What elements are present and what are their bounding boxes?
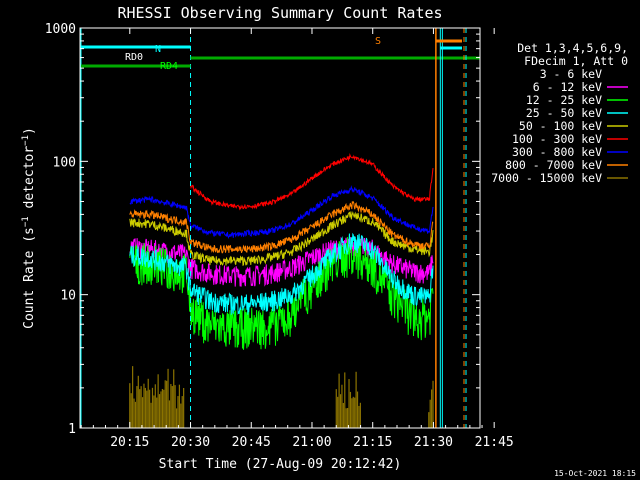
legend-label: 7000 - 15000 keV	[491, 171, 602, 185]
legend-label: 800 - 7000 keV	[505, 158, 602, 172]
legend-label: 25 - 50 keV	[526, 106, 602, 120]
flag-overlays	[80, 28, 480, 428]
series-lines	[129, 153, 434, 350]
y-tick-label: 1000	[45, 22, 76, 37]
annotation-rd4: RD4	[160, 61, 178, 72]
y-axis-label-end: )	[22, 127, 37, 135]
plot-frame	[79, 27, 481, 429]
y-tick-label: 10	[60, 289, 76, 304]
x-tick-label: 21:30	[414, 435, 453, 450]
series-line-1	[129, 236, 434, 287]
legend-label: 6 - 12 keV	[533, 80, 602, 94]
series-line-5	[190, 153, 434, 211]
y-tick-label: 100	[53, 155, 76, 170]
x-tick-label: 20:30	[171, 435, 210, 450]
y-axis-ticks: 1 10 100 1000	[45, 22, 480, 437]
x-tick-label: 21:45	[475, 435, 514, 450]
legend-label: 100 - 300 keV	[512, 132, 602, 146]
flag-bands	[129, 366, 434, 428]
legend-header-2: FDecim 1, Att 0	[524, 54, 628, 68]
x-tick-label: 21:15	[353, 435, 392, 450]
y-axis-label-exp2: −1	[21, 135, 31, 146]
legend-label: 12 - 25 keV	[526, 93, 602, 107]
legend-label: 300 - 800 keV	[512, 145, 602, 159]
annotation-n: N	[155, 44, 161, 55]
legend-header-1: Det 1,3,4,5,6,9,	[517, 41, 628, 55]
annotation-rd0: RD0	[125, 52, 143, 63]
y-tick-label: 1	[68, 422, 76, 437]
annotation-s: S	[375, 36, 381, 47]
series-line-7	[129, 200, 434, 254]
series-line-3	[129, 232, 434, 315]
x-axis-ticks: 20:15 20:30 20:45 21:00 21:15 21:30 21:45	[80, 28, 514, 450]
x-tick-label: 20:45	[232, 435, 271, 450]
footer-date: 15-Oct-2021 18:15	[554, 469, 636, 478]
series-line-4	[129, 211, 434, 267]
y-axis-label-mid: detector	[22, 146, 37, 217]
y-axis-label-exp1: −1	[21, 216, 31, 227]
y-axis-label-main: Count Rate (s	[22, 227, 37, 329]
legend-label: 50 - 100 keV	[519, 119, 602, 133]
series-line-6	[129, 185, 434, 240]
y-axis-label: Count Rate (s−1 detector−1)	[21, 127, 37, 329]
x-tick-label: 21:00	[292, 435, 331, 450]
legend-label: 3 - 6 keV	[540, 67, 602, 81]
chart-title: RHESSI Observing Summary Count Rates	[117, 4, 442, 22]
x-axis-label: Start Time (27-Aug-09 20:12:42)	[159, 457, 402, 472]
x-tick-label: 20:15	[110, 435, 149, 450]
